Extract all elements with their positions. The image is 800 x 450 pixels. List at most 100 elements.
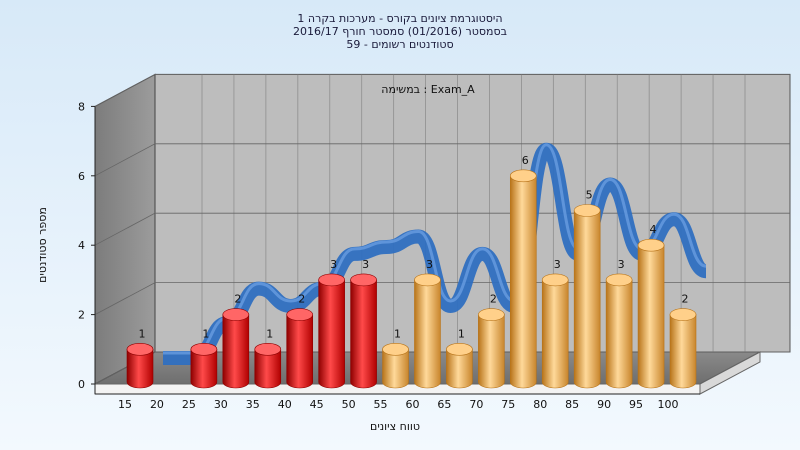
- x-tick-label: 65: [437, 398, 451, 411]
- bar-value-label: 3: [554, 258, 561, 271]
- bar-value-label: 1: [139, 327, 146, 340]
- x-tick-label: 20: [150, 398, 164, 411]
- bar-cap: [605, 273, 633, 287]
- bar: 2: [222, 293, 250, 389]
- bar-value-label: 3: [330, 258, 337, 271]
- bar-body: [222, 314, 250, 389]
- bar-body: [190, 349, 218, 389]
- x-tick-label: 85: [565, 398, 579, 411]
- grid-line-horizontal: [94, 143, 790, 177]
- bar: 1: [126, 327, 154, 389]
- trend-ribbon-path: [163, 142, 709, 365]
- x-tick-label: 30: [214, 398, 228, 411]
- bar-cap: [446, 342, 473, 356]
- bar-value-label: 2: [234, 293, 241, 306]
- bar-value-label: 1: [458, 327, 465, 340]
- trend-ribbon: [163, 142, 709, 365]
- bar-cap: [318, 273, 345, 287]
- bar: 3: [318, 258, 345, 389]
- bar-cap: [478, 308, 505, 321]
- chart-title: היסטוגרמת ציונים בקורס - מערכות בקרה 1בס…: [293, 12, 507, 51]
- x-tick-label: 70: [469, 398, 483, 411]
- bar-body: [382, 349, 409, 389]
- x-tick-label: 90: [597, 398, 611, 411]
- bar-cap: [541, 273, 569, 287]
- bar-body: [605, 279, 633, 389]
- bar-cap: [126, 342, 154, 356]
- bar-cap: [350, 273, 377, 287]
- x-tick-label: 100: [658, 398, 679, 411]
- x-tick-label: 55: [374, 398, 388, 411]
- title-line-1: היסטוגרמת ציונים בקורס - מערכות בקרה 1: [297, 12, 502, 25]
- bar-body: [254, 349, 282, 389]
- bar-cap: [573, 204, 601, 217]
- bar-body: [126, 349, 154, 389]
- bar-value-label: 2: [682, 293, 689, 306]
- bar: 2: [478, 293, 505, 389]
- bar: 1: [382, 327, 409, 389]
- bar-value-label: 2: [298, 293, 305, 306]
- bar-cap: [286, 308, 314, 321]
- x-axis-label: טווח ציונים: [370, 420, 420, 433]
- bar-body: [478, 314, 505, 389]
- bar: 4: [637, 223, 665, 389]
- bar-cap: [509, 169, 537, 183]
- bar-cap: [637, 238, 665, 252]
- bar-value-label: 3: [618, 258, 625, 271]
- bar-body: [446, 349, 473, 389]
- grid-line-horizontal: [94, 74, 790, 107]
- bar-value-label: 6: [522, 154, 529, 167]
- floor-side: [699, 351, 761, 395]
- bar-body: [350, 279, 377, 389]
- bar-cap: [382, 342, 409, 356]
- bar-body: [414, 279, 441, 389]
- bar: 3: [541, 258, 569, 389]
- y-tick-label: 4: [78, 239, 85, 252]
- x-tick-label: 15: [118, 398, 132, 411]
- bar-value-label: 2: [490, 293, 497, 306]
- bar-body: [318, 279, 345, 389]
- bar: 3: [605, 258, 633, 389]
- x-tick-label: 75: [501, 398, 515, 411]
- trend-ribbon-highlight: [163, 143, 707, 355]
- y-tick-label: 2: [78, 309, 85, 322]
- x-tick-label: 25: [182, 398, 196, 411]
- bar-cap: [190, 342, 218, 356]
- bars: 1 1 2 1 2 3 3 1 3 1 2 6 3 5 3 4 2: [126, 154, 697, 389]
- bar: 3: [350, 258, 377, 389]
- x-tick-label: 60: [405, 398, 419, 411]
- task-annotation: במשימה : Exam_A: [381, 83, 475, 96]
- bar-value-label: 4: [650, 223, 657, 236]
- bar-body: [509, 175, 537, 389]
- bar-value-label: 1: [266, 327, 273, 340]
- bar-body: [541, 279, 569, 389]
- bar-value-label: 1: [394, 327, 401, 340]
- title-line-2: בסמסטר (01/2016) סמסטר חורף 2016/17: [293, 25, 507, 38]
- x-tick-label: 95: [629, 398, 643, 411]
- bar-value-label: 3: [362, 258, 369, 271]
- y-tick-label: 8: [78, 100, 85, 113]
- bar: 6: [509, 154, 537, 389]
- title-line-3: סטודנטים רשומים - 59: [346, 38, 453, 51]
- bar-body: [286, 314, 314, 389]
- bar: 5: [573, 189, 601, 389]
- y-tick-label: 0: [78, 378, 85, 391]
- x-tick-label: 50: [342, 398, 356, 411]
- bar: 3: [414, 258, 441, 389]
- bar: 1: [190, 327, 218, 389]
- bar-body: [573, 210, 601, 389]
- bar-cap: [414, 273, 441, 287]
- bar: 1: [446, 327, 473, 389]
- bar: 1: [254, 327, 282, 389]
- bar-cap: [254, 342, 282, 356]
- x-tick-label: 40: [278, 398, 292, 411]
- bar-value-label: 5: [586, 189, 593, 202]
- bar-body: [669, 314, 697, 389]
- bar-cap: [669, 308, 697, 321]
- bar-value-label: 1: [202, 327, 209, 340]
- bar-cap: [222, 308, 250, 321]
- bar-value-label: 3: [426, 258, 433, 271]
